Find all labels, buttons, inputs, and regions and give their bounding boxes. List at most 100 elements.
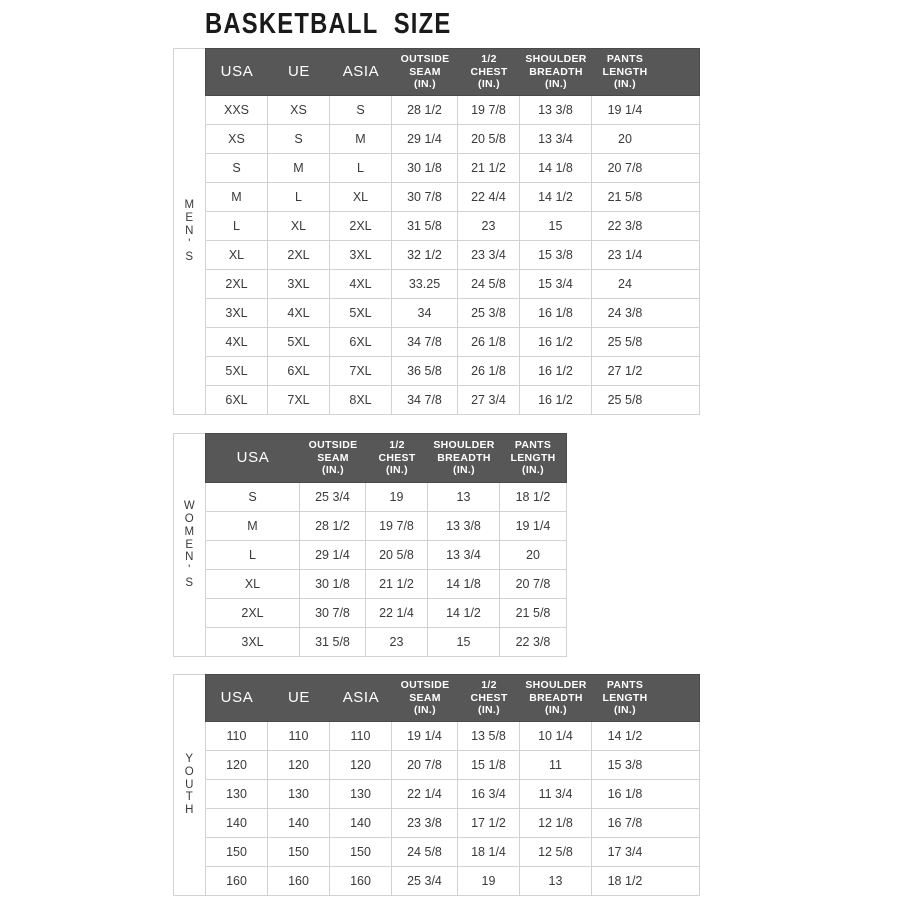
table-cell: 4XL <box>268 299 330 327</box>
table-cell: 120 <box>330 751 392 779</box>
womens-section-label: W O M E N ' S <box>173 433 205 657</box>
mens-column-header: ASIA <box>342 63 380 81</box>
table-cell: 160 <box>330 867 392 895</box>
table-cell: XXS <box>206 96 268 124</box>
table-cell: 10 1/4 <box>520 722 592 750</box>
table-cell: 2XL <box>206 270 268 298</box>
table-cell: M <box>206 512 300 540</box>
table-row: 110 110 110 19 1/4 13 5/8 10 1/4 14 1/2 <box>205 722 700 751</box>
table-cell: 34 <box>392 299 458 327</box>
table-cell: 30 1/8 <box>300 570 366 598</box>
table-row: 2XL 30 7/8 22 1/4 14 1/2 21 5/8 <box>205 599 567 628</box>
table-cell: 110 <box>206 722 268 750</box>
table-cell: 2XL <box>206 599 300 627</box>
womens-column-header: OUTSIDE SEAM (IN.) <box>308 439 358 477</box>
table-cell: 24 3/8 <box>607 306 643 320</box>
table-cell: S <box>206 483 300 511</box>
table-cell: 12 5/8 <box>520 838 592 866</box>
youth-column-header: USA <box>220 689 254 707</box>
table-cell: 3XL <box>330 241 392 269</box>
table-cell: 150 <box>330 838 392 866</box>
table-cell: 30 1/8 <box>392 154 458 182</box>
table-cell: 30 7/8 <box>300 599 366 627</box>
table-cell: 16 7/8 <box>607 816 643 830</box>
womens-size-table: W O M E N ' S USA OUTSIDE SEAM (IN.) 1/2 CHEST (I… <box>173 433 567 657</box>
table-cell: M <box>268 154 330 182</box>
table-cell: 16 1/2 <box>520 386 592 414</box>
table-row: L XL 2XL 31 5/8 23 15 22 3/8 <box>205 212 700 241</box>
table-cell: 4XL <box>330 270 392 298</box>
table-row: XL 30 1/8 21 1/2 14 1/8 20 7/8 <box>205 570 567 599</box>
table-cell: 14 1/2 <box>607 729 643 743</box>
table-cell: 23 3/4 <box>458 241 520 269</box>
youth-column-header: UE <box>287 689 311 707</box>
table-cell: 36 5/8 <box>392 357 458 385</box>
table-cell: 19 7/8 <box>366 512 428 540</box>
womens-grid: USA OUTSIDE SEAM (IN.) 1/2 CHEST (IN.) SHOU… <box>205 433 567 657</box>
table-row: 2XL 3XL 4XL 33.25 24 5/8 15 3/4 24 <box>205 270 700 299</box>
table-cell: 29 1/4 <box>300 541 366 569</box>
table-cell: 13 <box>428 483 500 511</box>
youth-body: 110 110 110 19 1/4 13 5/8 10 1/4 14 1/2 120 120 1… <box>205 722 700 896</box>
table-cell: L <box>206 541 300 569</box>
mens-body: XXS XS S 28 1/2 19 7/8 13 3/8 19 1/4 XS S M 29 1/4… <box>205 96 700 415</box>
table-cell: 33.25 <box>392 270 458 298</box>
table-row: 130 130 130 22 1/4 16 3/4 11 3/4 16 1/8 <box>205 780 700 809</box>
table-cell: 25 3/4 <box>392 867 458 895</box>
table-cell: 14 1/2 <box>428 599 500 627</box>
table-cell: 24 5/8 <box>458 270 520 298</box>
table-row: XXS XS S 28 1/2 19 7/8 13 3/8 19 1/4 <box>205 96 700 125</box>
table-cell: M <box>330 125 392 153</box>
table-cell: 20 <box>526 548 540 562</box>
table-cell: 21 5/8 <box>607 190 643 204</box>
table-cell: 3XL <box>206 299 268 327</box>
table-cell: 21 1/2 <box>458 154 520 182</box>
table-row: 5XL 6XL 7XL 36 5/8 26 1/8 16 1/2 27 1/2 <box>205 357 700 386</box>
table-cell: XS <box>268 96 330 124</box>
mens-section-label-text: M E N ' S <box>184 199 195 263</box>
table-cell: S <box>206 154 268 182</box>
table-cell: M <box>206 183 268 211</box>
table-cell: 27 1/2 <box>607 364 643 378</box>
table-row: M L XL 30 7/8 22 4/4 14 1/2 21 5/8 <box>205 183 700 212</box>
table-row: 6XL 7XL 8XL 34 7/8 27 3/4 16 1/2 25 5/8 <box>205 386 700 415</box>
table-cell: 23 1/4 <box>607 248 643 262</box>
table-cell: 20 5/8 <box>458 125 520 153</box>
table-cell: 20 5/8 <box>366 541 428 569</box>
table-cell: 110 <box>330 722 392 750</box>
table-cell: 8XL <box>330 386 392 414</box>
table-cell: 29 1/4 <box>392 125 458 153</box>
youth-column-header: PANTS LENGTH (IN.) <box>602 679 648 717</box>
table-cell: 19 <box>458 867 520 895</box>
table-cell: 11 3/4 <box>520 780 592 808</box>
table-cell: 25 5/8 <box>607 335 643 349</box>
table-cell: XL <box>268 212 330 240</box>
table-cell: 20 7/8 <box>607 161 643 175</box>
table-cell: 15 3/8 <box>520 241 592 269</box>
table-row: 150 150 150 24 5/8 18 1/4 12 5/8 17 3/4 <box>205 838 700 867</box>
youth-column-header: ASIA <box>342 689 380 707</box>
mens-column-header: USA <box>220 63 254 81</box>
youth-column-header: 1/2 CHEST (IN.) <box>470 679 508 717</box>
table-cell: 25 3/4 <box>300 483 366 511</box>
table-cell: 22 3/8 <box>515 635 551 649</box>
table-cell: 19 7/8 <box>458 96 520 124</box>
table-cell: 18 1/4 <box>458 838 520 866</box>
youth-size-table: Y O U T H USA UE ASIA OUTSIDE SEAM (IN.) 1/2 CHES… <box>173 674 700 896</box>
table-cell: S <box>330 96 392 124</box>
table-cell: 31 5/8 <box>300 628 366 656</box>
table-cell: 27 3/4 <box>458 386 520 414</box>
table-cell: 3XL <box>268 270 330 298</box>
table-cell: 22 4/4 <box>458 183 520 211</box>
table-cell: 160 <box>268 867 330 895</box>
mens-column-header: OUTSIDE SEAM (IN.) <box>400 53 450 91</box>
table-cell: 5XL <box>206 357 268 385</box>
table-cell: L <box>268 183 330 211</box>
table-cell: 13 3/4 <box>520 125 592 153</box>
table-cell: 18 1/2 <box>515 490 551 504</box>
mens-column-header: SHOULDER BREADTH (IN.) <box>525 53 587 91</box>
table-row: 3XL 31 5/8 23 15 22 3/8 <box>205 628 567 657</box>
table-cell: 15 <box>520 212 592 240</box>
table-cell: 13 3/4 <box>428 541 500 569</box>
